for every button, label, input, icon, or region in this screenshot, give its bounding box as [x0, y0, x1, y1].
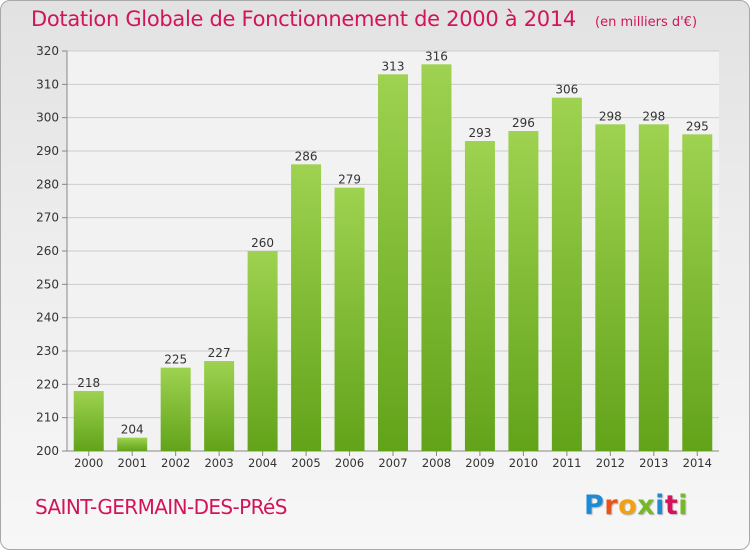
y-tick-label: 210: [36, 411, 59, 425]
bar: [508, 131, 539, 451]
title-row: Dotation Globale de Fonctionnement de 20…: [31, 7, 697, 31]
chart-title: Dotation Globale de Fonctionnement de 20…: [31, 7, 576, 31]
y-tick-label: 290: [36, 144, 59, 158]
y-tick-label: 280: [36, 177, 59, 191]
y-tick-label: 260: [36, 244, 59, 258]
y-tick-label: 220: [36, 377, 59, 391]
y-tick-label: 200: [36, 444, 59, 458]
x-tick-label: 2006: [335, 456, 364, 470]
x-tick-label: 2014: [683, 456, 712, 470]
y-tick-label: 270: [36, 211, 59, 225]
logo-letter: x: [637, 490, 656, 521]
logo-letter: P: [584, 490, 605, 521]
x-tick-label: 2012: [596, 456, 625, 470]
x-tick-label: 2000: [74, 456, 103, 470]
x-tick-label: 2003: [204, 456, 233, 470]
data-label: 279: [338, 173, 361, 187]
data-label: 316: [425, 49, 448, 63]
bar: [160, 367, 191, 451]
bar: [464, 141, 495, 451]
x-tick-label: 2010: [509, 456, 538, 470]
y-tick-label: 300: [36, 111, 59, 125]
y-tick-label: 230: [36, 344, 59, 358]
bar: [595, 124, 626, 451]
bar: [204, 361, 235, 451]
x-tick-label: 2004: [248, 456, 277, 470]
bar: [247, 251, 278, 451]
bar: [117, 437, 148, 451]
y-tick-label: 320: [36, 44, 59, 58]
data-label: 227: [208, 346, 231, 360]
x-tick-label: 2013: [639, 456, 668, 470]
x-tick-label: 2002: [161, 456, 190, 470]
data-label: 260: [251, 236, 274, 250]
x-tick-label: 2011: [552, 456, 581, 470]
x-tick-label: 2009: [465, 456, 494, 470]
logo-letter: r: [604, 490, 619, 521]
logo-letter: o: [618, 490, 638, 521]
data-label: 306: [555, 83, 578, 97]
data-label: 293: [468, 126, 491, 140]
bar: [421, 64, 452, 452]
data-label: 298: [642, 109, 665, 123]
bar: [291, 164, 322, 452]
data-label: 204: [121, 423, 144, 437]
data-label: 296: [512, 116, 535, 130]
commune-name: SAINT-GERMAIN-DES-PRéS: [35, 495, 287, 519]
logo-letter: i: [655, 490, 665, 521]
data-label: 295: [686, 119, 709, 133]
logo-letter: t: [664, 490, 679, 521]
proxiti-logo: Proxiti: [584, 490, 688, 521]
y-tick-label: 310: [36, 77, 59, 91]
chart-subtitle: (en milliers d'€): [595, 15, 698, 30]
x-tick-label: 2005: [291, 456, 320, 470]
bar: [551, 97, 582, 452]
y-tick-label: 250: [36, 277, 59, 291]
bar: [334, 187, 365, 451]
bar: [638, 124, 669, 451]
data-label: 313: [382, 59, 405, 73]
data-label: 286: [295, 149, 318, 163]
logo-letter: i: [678, 490, 689, 521]
x-tick-label: 2008: [422, 456, 451, 470]
data-label: 218: [77, 376, 100, 390]
x-tick-label: 2007: [378, 456, 407, 470]
y-tick-label: 240: [36, 311, 59, 325]
bar: [73, 391, 104, 451]
data-label: 225: [164, 353, 187, 367]
bar: [378, 74, 408, 451]
bar: [682, 134, 713, 452]
x-tick-label: 2001: [118, 456, 147, 470]
data-label: 298: [599, 109, 622, 123]
